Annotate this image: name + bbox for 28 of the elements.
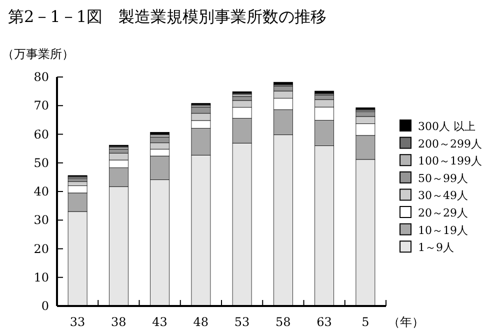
x-axis-title: （年） [388, 315, 424, 329]
legend-label: 200～299人 [418, 137, 482, 150]
y-tick-label: 50 [34, 156, 49, 170]
legend-label: 300人 以上 [418, 120, 476, 133]
y-tick-label: 0 [41, 299, 49, 313]
y-axis-title: （万事業所） [2, 47, 74, 61]
legend-label: 1～9人 [418, 241, 454, 254]
x-tick-label: 58 [276, 315, 291, 329]
y-tick-label: 20 [34, 242, 49, 256]
y-tick-label: 80 [34, 70, 49, 84]
x-tick-label: 33 [70, 315, 86, 329]
x-tick-label: 63 [316, 315, 332, 329]
y-tick-label: 60 [34, 127, 49, 142]
y-tick-label: 10 [34, 270, 49, 284]
x-tick-label: 43 [152, 315, 168, 329]
y-tick-label: 30 [34, 213, 49, 228]
legend-label: 20～29人 [418, 206, 468, 220]
x-tick-label: 53 [234, 315, 250, 329]
y-tick-label: 70 [34, 98, 49, 113]
x-tick-label: 38 [111, 315, 126, 329]
legend-label: 100～199人 [418, 154, 482, 168]
y-tick-label: 40 [34, 184, 49, 198]
legend-label: 50～99人 [418, 172, 468, 185]
legend-label: 10～19人 [418, 224, 468, 237]
chart-title: 第2－1－1図 製造業規模別事業所数の推移 [8, 7, 327, 26]
x-tick-label: 5 [362, 315, 370, 329]
x-tick-label: 48 [193, 315, 209, 329]
legend-label: 30～49人 [418, 189, 468, 202]
